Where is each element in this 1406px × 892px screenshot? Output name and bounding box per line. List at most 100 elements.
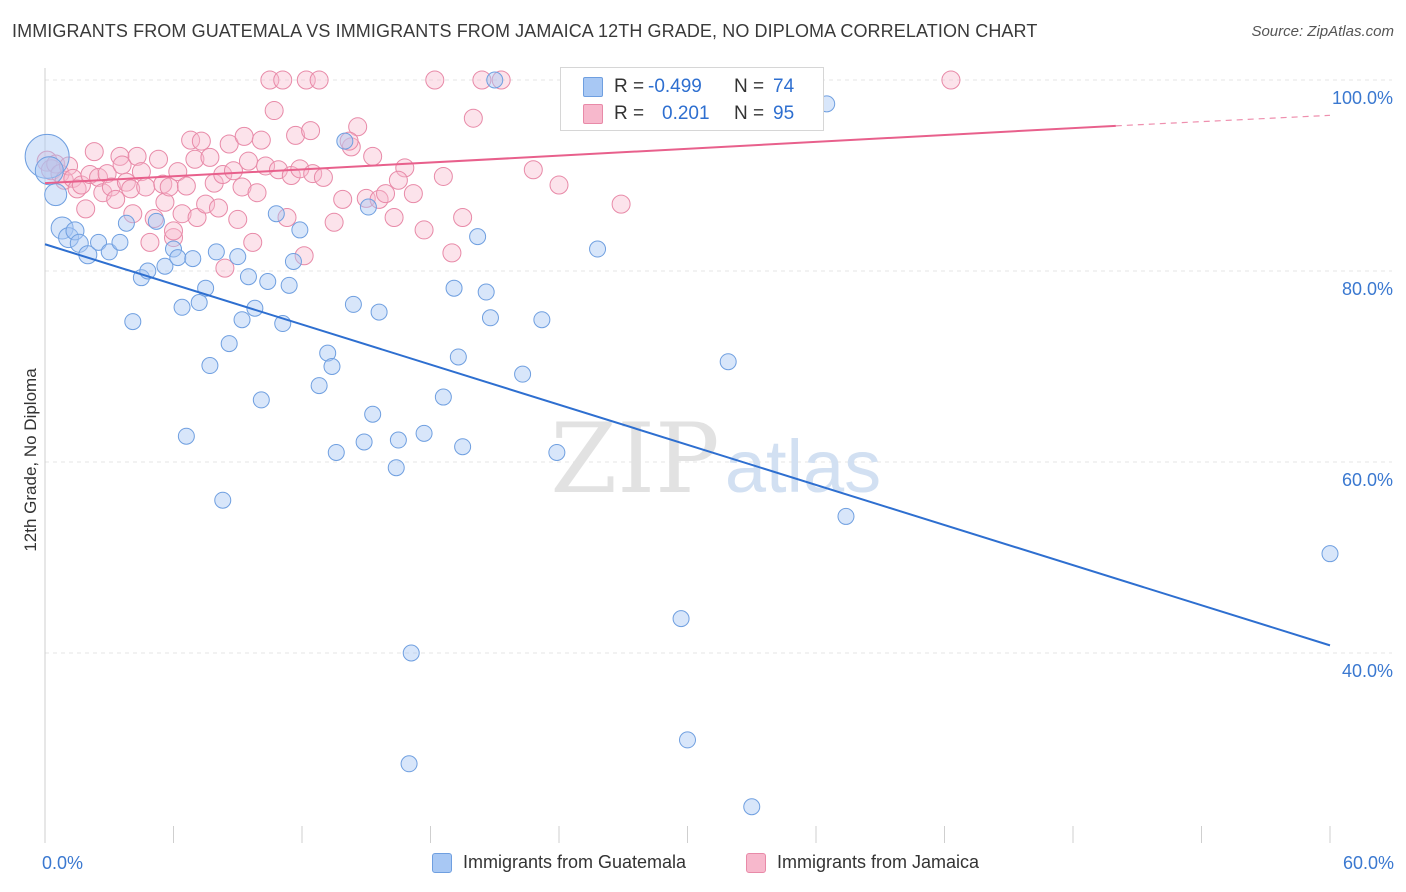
jamaica-point [313,167,333,187]
jamaica-point [181,130,201,150]
guatemala-point [201,357,219,375]
guatemala-point [672,610,690,628]
guatemala-point [111,233,129,251]
jamaica-point [176,176,196,196]
guatemala-point [310,377,328,395]
r-label: R = [614,76,645,97]
jamaica-point [363,146,383,166]
jamaica-point [388,170,408,190]
legend-stat-guatemala: R = -0.499 N = 74 [561,73,823,101]
guatemala-point [533,311,551,329]
jamaica-point [376,184,396,204]
guatemala-point [229,248,247,266]
jamaica-point [164,221,183,241]
jamaica-point [223,161,243,181]
legend-swatch-jamaica [583,104,603,124]
jamaica-point [453,208,473,228]
y-tick-label: 40.0% [1342,661,1393,681]
jamaica-point [234,126,254,146]
guatemala-point [50,216,74,240]
guatemala-point [514,365,532,383]
jamaica-point [238,151,258,171]
guatemala-point [679,731,696,749]
jamaica-point [301,121,321,141]
guatemala-point [389,431,407,449]
n-value: 74 [773,76,795,97]
guatemala-point [214,491,232,509]
guatemala-point [252,391,270,409]
jamaica-point [463,108,483,128]
guatemala-point [477,283,495,301]
jamaica-point [433,166,453,186]
jamaica-point [228,209,248,229]
jamaica-point [84,142,104,162]
guatemala-point [65,221,85,241]
jamaica-point [185,149,205,169]
n-label: N = [734,76,765,97]
watermark-zip: ZIP [550,403,719,515]
series-guatemala-points [24,71,1339,816]
trend-line-jamaica-extrapolated [1115,114,1331,127]
jamaica-point [348,117,368,137]
guatemala-point [124,313,142,331]
guatemala-point [481,309,499,327]
jamaica-point [140,232,160,252]
watermark: ZIP atlas [550,403,881,515]
jamaica-point [472,70,492,90]
jamaica-point [309,70,329,90]
legend-label-jamaica: Immigrants from Jamaica [777,852,980,872]
guatemala-point [147,212,165,230]
guatemala-point [220,335,238,353]
guatemala-point [177,427,195,445]
jamaica-point [187,208,207,228]
n-label: N = [734,103,765,124]
jamaica-point [149,149,169,169]
guatemala-point [359,198,377,216]
jamaica-point [121,179,141,199]
watermark-atlas: atlas [725,425,881,508]
legend-swatch-jamaica [746,853,766,873]
legend-label-guatemala: Immigrants from Guatemala [463,852,687,872]
legend-swatch-guatemala [583,77,603,97]
guatemala-point [548,443,566,461]
jamaica-point [333,189,353,209]
guatemala-point [291,221,309,239]
jamaica-point [159,177,179,197]
jamaica-point [131,162,151,182]
r-label: R = [614,103,645,124]
y-tick-label: 100.0% [1332,88,1393,108]
x-tick-label: 60.0% [1343,853,1394,873]
jamaica-point [251,130,271,150]
guatemala-point [469,228,487,246]
guatemala-point [336,132,354,150]
jamaica-point [523,160,543,180]
guatemala-point [323,358,341,375]
jamaica-point [76,199,96,219]
guatemala-point [327,443,345,461]
guatemala-point [233,311,251,329]
guatemala-point [415,424,433,442]
guatemala-point [190,294,208,312]
trend-line-jamaica [44,124,1116,185]
trend-lines [44,114,1331,647]
chart-title: IMMIGRANTS FROM GUATEMALA VS IMMIGRANTS … [12,21,1038,41]
guatemala-point [486,71,504,89]
guatemala-point [400,755,418,773]
guatemala-point [100,243,118,261]
guatemala-point [239,268,257,286]
jamaica-point [549,175,569,195]
jamaica-point [219,134,239,154]
guatemala-point [837,507,855,525]
guatemala-point [719,353,737,371]
jamaica-point [215,258,235,278]
jamaica-point [232,177,252,197]
jamaica-point [243,232,263,252]
guatemala-point [284,252,302,270]
jamaica-point [127,146,147,166]
jamaica-point [196,194,216,214]
jamaica-point [442,243,462,263]
guatemala-point [344,295,362,313]
guatemala-point [434,388,452,406]
guatemala-point [1321,545,1339,563]
